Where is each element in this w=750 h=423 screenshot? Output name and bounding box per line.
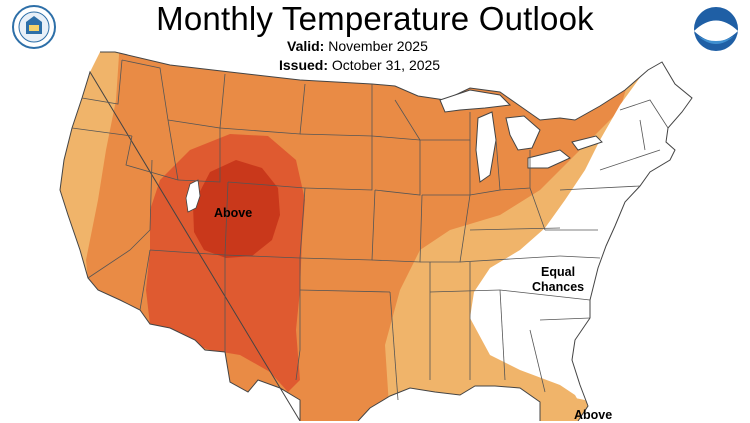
great-salt-lake	[185, 179, 201, 213]
page-title: Monthly Temperature Outlook	[156, 0, 594, 37]
commerce-seal-icon	[12, 5, 56, 49]
valid-line: Valid: November 2025	[287, 38, 428, 54]
equal-line2: Chances	[532, 280, 585, 294]
great-lakes	[439, 89, 603, 183]
equal-line1: Equal	[541, 265, 576, 279]
above-west-label: Above	[214, 206, 253, 220]
issued-label: Issued:	[279, 57, 329, 73]
state-boundaries	[71, 59, 669, 401]
above-florida-label: Above	[574, 408, 613, 422]
equal-chances-label: Equal Chances	[532, 265, 584, 295]
valid-value: November 2025	[328, 38, 428, 54]
valid-label: Valid:	[287, 38, 325, 54]
issued-value: October 31, 2025	[331, 57, 441, 73]
noaa-logo-icon	[694, 7, 738, 51]
issued-line: Issued: October 31, 2025	[279, 57, 440, 73]
